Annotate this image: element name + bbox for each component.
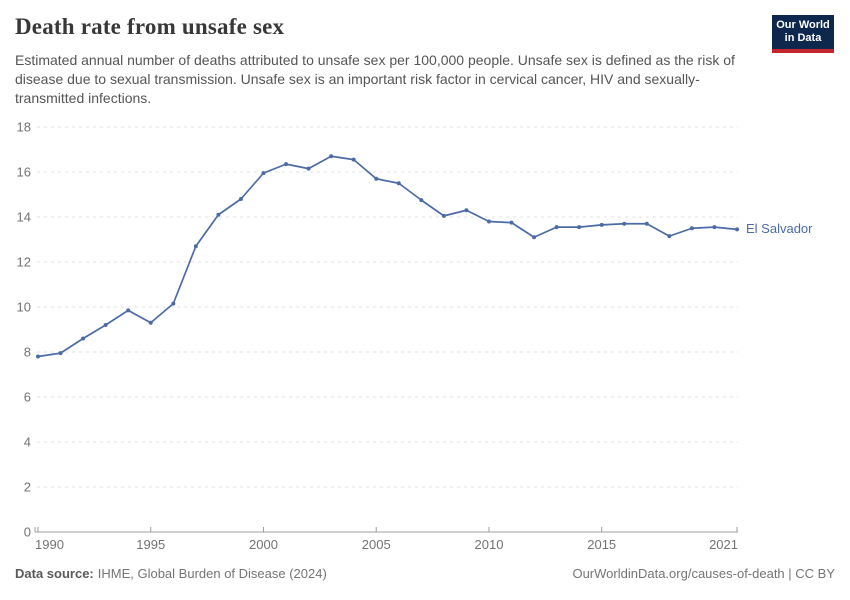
data-point[interactable] [58, 351, 63, 356]
y-tick-label: 12 [17, 255, 31, 270]
data-point[interactable] [148, 320, 153, 325]
data-point[interactable] [238, 197, 243, 201]
data-point[interactable] [441, 213, 446, 218]
y-tick-label: 2 [24, 480, 31, 495]
data-point[interactable] [419, 198, 424, 203]
y-tick-label: 14 [17, 210, 31, 225]
page-subtitle: Estimated annual number of deaths attrib… [15, 52, 735, 107]
x-tick-label: 1990 [35, 537, 64, 552]
x-tick-label: 2005 [362, 537, 391, 552]
page-title: Death rate from unsafe sex [15, 14, 285, 39]
datasource-value: IHME, Global Burden of Disease (2024) [97, 566, 327, 581]
data-point[interactable] [374, 176, 379, 181]
data-point[interactable] [667, 234, 672, 239]
data-point[interactable] [126, 308, 131, 313]
x-tick-label: 1995 [136, 537, 165, 552]
chart-canvas[interactable]: 0 2 4 6 8 10 12 14 16 18 1990 1995 2000 2005 2010 2015 2… [0, 110, 850, 565]
x-tick-label: 2015 [587, 537, 616, 552]
datasource-label: Data source: [15, 566, 94, 581]
data-point[interactable] [306, 166, 311, 171]
data-point[interactable] [554, 225, 559, 230]
data-point[interactable] [689, 226, 694, 231]
data-point[interactable] [532, 235, 537, 240]
data-point[interactable] [171, 301, 176, 306]
footer-link[interactable]: OurWorldinData.org/causes-of-death | CC … [572, 566, 835, 581]
data-point[interactable] [577, 225, 582, 230]
y-tick-label: 0 [24, 525, 31, 540]
data-point[interactable] [193, 244, 198, 249]
y-tick-label: 8 [24, 345, 31, 360]
data-point[interactable] [261, 171, 266, 176]
data-point[interactable] [216, 212, 221, 217]
data-point[interactable] [644, 221, 649, 226]
data-point[interactable] [81, 336, 86, 341]
data-point[interactable] [351, 157, 356, 162]
y-tick-label: 6 [24, 390, 31, 405]
x-tick-label: 2000 [249, 537, 278, 552]
data-point[interactable] [509, 220, 514, 225]
y-tick-label: 10 [17, 300, 31, 315]
x-tick-label: 2010 [475, 537, 504, 552]
data-line[interactable] [37, 155, 738, 358]
data-point[interactable] [396, 181, 401, 186]
data-point[interactable] [735, 227, 739, 232]
chart-footer: Data source: IHME, Global Burden of Disea… [15, 566, 835, 581]
y-tick-label: 4 [24, 435, 31, 450]
datasource: Data source: IHME, Global Burden of Disea… [15, 566, 327, 581]
data-point[interactable] [329, 154, 334, 159]
logo-line1: Our World [776, 19, 830, 31]
y-tick-label: 16 [17, 165, 31, 180]
data-point[interactable] [486, 219, 491, 224]
y-tick-label: 18 [17, 120, 31, 135]
entity-label[interactable]: El Salvador [746, 221, 813, 237]
data-point[interactable] [103, 323, 108, 327]
data-point[interactable] [712, 225, 717, 230]
x-tick-label: 2021 [709, 537, 738, 552]
data-point[interactable] [464, 208, 469, 213]
data-point[interactable] [36, 354, 40, 359]
data-point[interactable] [284, 162, 289, 167]
data-point[interactable] [599, 222, 604, 227]
data-point[interactable] [622, 221, 627, 226]
logo-line2: in Data [784, 32, 822, 45]
owid-logo[interactable]: Our World in Data [772, 15, 834, 53]
